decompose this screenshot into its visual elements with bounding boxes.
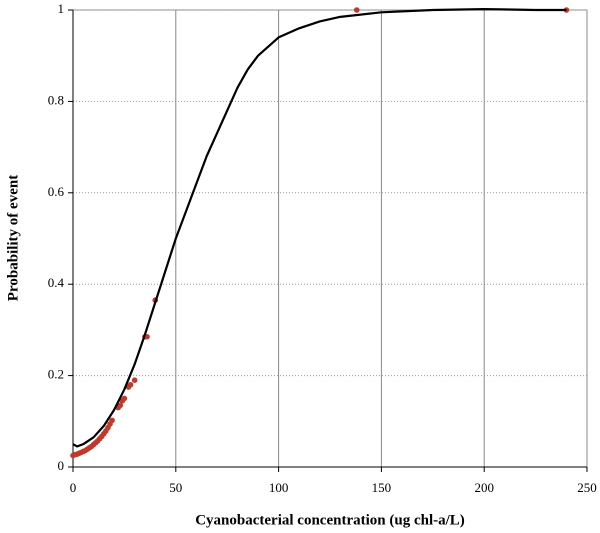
data-point xyxy=(131,377,138,383)
y-tick-label: 0.4 xyxy=(48,275,65,290)
x-tick-label: 100 xyxy=(269,480,289,495)
y-tick-label: 0.2 xyxy=(48,367,64,382)
x-axis-title: Cyanobacterial concentration (ug chl-a/L… xyxy=(195,512,465,528)
y-axis-title: Probability of event xyxy=(5,175,21,301)
data-point xyxy=(121,395,128,402)
data-point xyxy=(353,7,360,13)
plot-frame xyxy=(72,9,588,468)
data-point xyxy=(117,402,124,409)
x-tick-label: 200 xyxy=(474,480,494,495)
data-point xyxy=(127,381,134,388)
x-tick-label: 250 xyxy=(577,480,597,495)
x-tick-label: 150 xyxy=(372,480,392,495)
y-tick-label: 0 xyxy=(58,458,65,473)
y-tick-label: 1 xyxy=(58,1,65,16)
data-point xyxy=(109,417,115,424)
x-tick-label: 0 xyxy=(70,480,77,495)
x-tick-label: 50 xyxy=(169,480,182,495)
fit-curve xyxy=(72,7,567,448)
y-tick-label: 0.6 xyxy=(48,184,65,199)
y-tick-label: 0.8 xyxy=(48,92,64,107)
